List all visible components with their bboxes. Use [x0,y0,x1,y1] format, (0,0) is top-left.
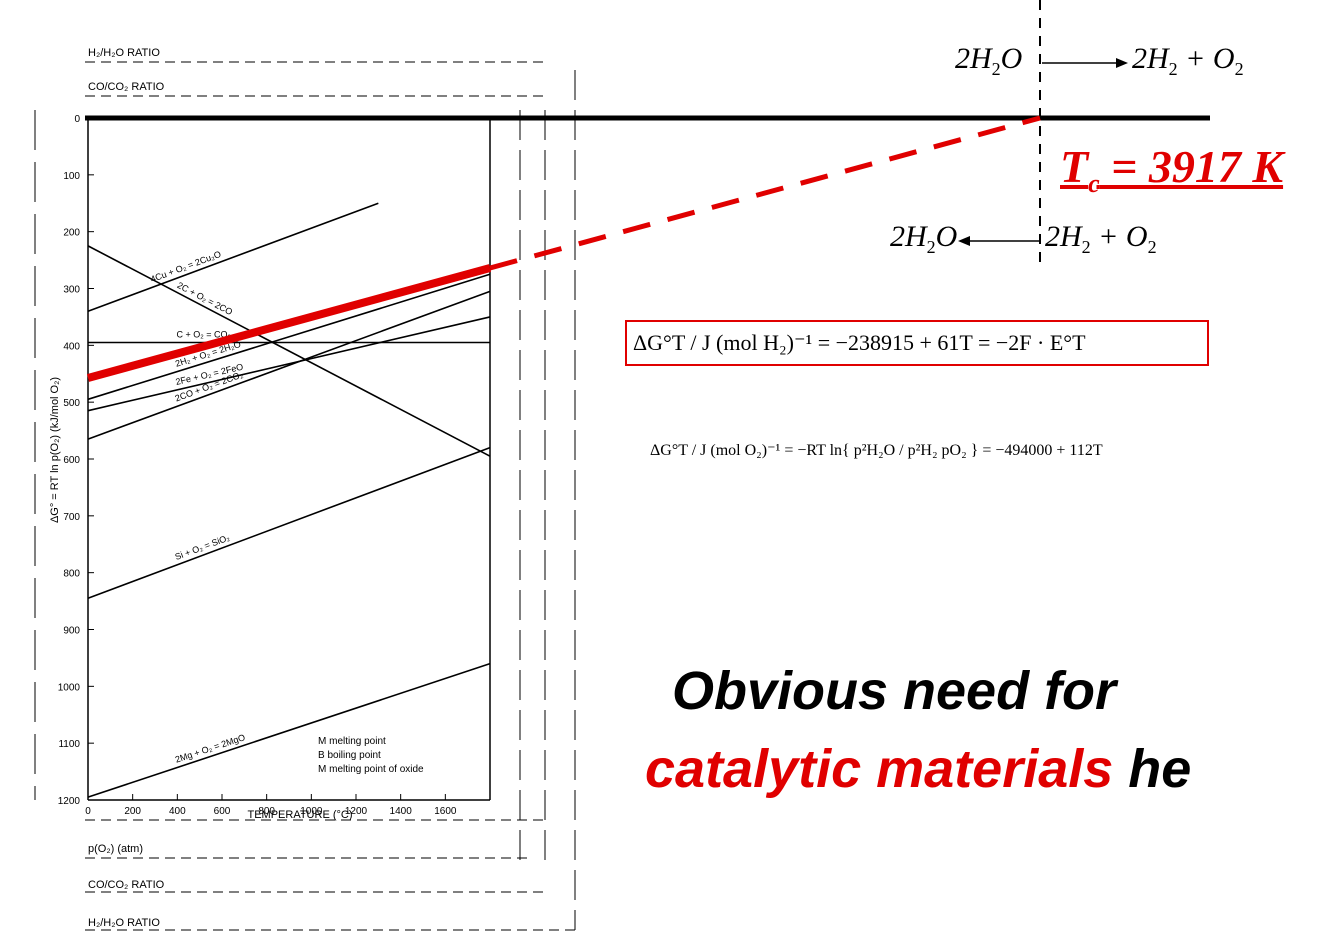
y-tick-label: 1000 [58,682,81,693]
y-tick-label: 100 [63,171,80,182]
axis-ticks: 0 200 400 600 800 1000 1200 1400 1600 0 100 200 300 4… [58,114,457,817]
rxn-b-lhs-tail: O [935,220,958,253]
series-line [87,446,491,599]
y-tick-label: 800 [63,569,80,580]
rxn-f-rhs1-sub: 2 [1168,59,1178,79]
series-label: C + O₂ = CO₂ [176,329,231,339]
critical-temperature-label: Tc = 3917 K [1060,140,1283,199]
y-tick-label: 500 [63,398,80,409]
bottom-axis-label-h2: H₂/H₂O RATIO [88,917,160,929]
tc-subscript: c [1088,169,1100,199]
rxn-b-rhs2-sub: 2 [1147,237,1157,257]
gibbs-equation-h2: ΔG°T / J (mol H₂)⁻¹ = −238915 + 61T = −2… [625,320,1209,366]
rxn-f-lhs-sub: 2 [991,59,1001,79]
series-line [87,245,491,457]
rxn-f-rhs2-sub: 2 [1234,59,1244,79]
legend-melting-point: M melting point [318,736,386,747]
x-tick-label: 400 [169,806,186,817]
reaction-backward: 2H2O [890,220,957,258]
series-line [87,202,379,312]
headline-emphasis: catalytic materials [645,739,1114,799]
x-tick-label: 600 [214,806,231,817]
x-axis-title: TEMPERATURE (°C) [247,809,352,821]
forward-arrow-head [1116,58,1128,68]
rxn-f-rhs1: 2H [1132,42,1169,75]
y-tick-label: 400 [63,341,80,352]
reaction-forward-products: 2H2 + O2 [1132,42,1244,80]
bottom-axis-label-co: CO/CO₂ RATIO [88,879,165,891]
x-tick-label: 1000 [300,806,323,817]
x-tick-label: 0 [85,806,91,817]
y-tick-label: 300 [63,285,80,296]
h2o-line-extrapolation [489,115,1041,271]
x-tick-label: 800 [258,806,275,817]
legend-oxide-melting-point: M melting point of oxide [318,764,424,775]
rxn-b-lhs: 2H [890,220,927,253]
gibbs-equation-o2: ΔG°T / J (mol O₂)⁻¹ = −RT ln{ p²H₂O / p²… [650,442,1103,459]
reaction-forward: 2H2O [955,42,1022,80]
headline-tail: he [1113,739,1192,799]
chart-frame [34,61,576,931]
backward-arrow-head [958,236,970,246]
rxn-f-rhs2: + O [1185,42,1235,75]
bottom-axis-label-po2: p(O₂) (atm) [88,843,143,855]
headline-line-1: Obvious need for [672,661,1117,721]
h2o-line-highlight [86,264,492,382]
series-line [87,316,491,412]
rxn-b-rhs1: 2H [1045,220,1082,253]
x-tick-label: 1200 [345,806,368,817]
y-tick-label: 1100 [58,739,80,750]
legend-boiling-point: B boiling point [318,750,381,761]
point-legend: M melting point B boiling point M meltin… [318,736,424,775]
series-line [87,662,491,798]
rxn-f-lhs: 2H [955,42,992,75]
x-tick-label: 1600 [434,806,457,817]
headline-line-2: catalytic materials he [645,738,1191,800]
rxn-b-lhs-sub: 2 [926,237,936,257]
series-label: 4Cu + O₂ = 2Cu₂O [149,249,222,284]
y-tick-label: 900 [63,626,80,637]
reaction-backward-products: 2H2 + O2 [1045,220,1157,258]
rxn-b-rhs1-sub: 2 [1081,237,1091,257]
series-line [87,290,491,440]
y-tick-label: 600 [63,455,80,466]
series-line [87,273,491,401]
series-label: 2C + O₂ = 2CO [176,280,235,317]
y-tick-label: 200 [63,228,80,239]
top-axis-label-h2: H₂/H₂O RATIO [88,47,160,59]
y-axis-title: ΔG° = RT ln p(O₂) (kJ/mol O₂) [49,377,61,523]
tc-value: = 3917 K [1099,141,1284,192]
x-tick-label: 1400 [390,806,413,817]
rxn-f-lhs-tail: O [1000,42,1023,75]
top-axis-label-co: CO/CO₂ RATIO [88,81,165,93]
x-tick-label: 200 [124,806,141,817]
tc-symbol: T [1060,141,1089,192]
y-tick-label: 0 [74,114,80,125]
y-tick-label: 1200 [58,796,81,807]
y-tick-label: 700 [63,512,80,523]
rxn-b-rhs2: + O [1098,220,1148,253]
